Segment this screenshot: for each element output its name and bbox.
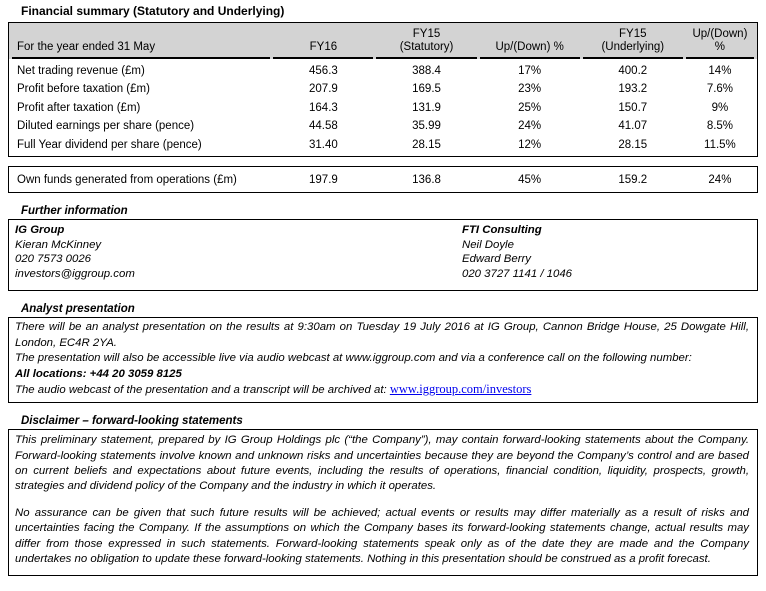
row-label: Net trading revenue (£m) — [17, 65, 145, 77]
cell-fy15-underlying: 150.7 — [618, 101, 648, 114]
cell-fy15-underlying: 28.15 — [618, 138, 648, 151]
cell-updown-statutory: 24% — [518, 120, 542, 133]
cell-fy15-statutory: 169.5 — [412, 83, 441, 96]
contact-person: Kieran McKinney — [15, 238, 102, 251]
cell-updown-statutory: 17% — [518, 65, 542, 77]
cell-fy15-statutory: 388.4 — [412, 65, 441, 77]
cell-fy15-underlying: 193.2 — [618, 83, 648, 96]
own-funds-table: Own funds generated from operations (£m)… — [9, 167, 757, 192]
contact-company-name: IG Group — [15, 224, 65, 237]
contact-person: Edward Berry — [462, 253, 532, 266]
cell-fy16: 207.9 — [309, 83, 338, 96]
page-title: Financial summary (Statutory and Underly… — [21, 4, 285, 18]
cell-updown-statutory: 23% — [518, 83, 542, 96]
contact-fti-consulting: FTI Consulting Neil Doyle Edward Berry 0… — [462, 223, 749, 281]
cell-updown-statutory: 12% — [518, 138, 542, 151]
cell-updown-underlying: 14% — [708, 65, 732, 77]
contact-email: investors@iggroup.com — [15, 267, 135, 280]
cell-fy16: 31.40 — [309, 138, 338, 151]
cell-fy15-underlying: 159.2 — [618, 174, 648, 187]
cell-updown-underlying: 7.6% — [706, 83, 734, 96]
disclaimer-paragraph-1: This preliminary statement, prepared by … — [15, 434, 749, 493]
cell-fy15-statutory: 35.99 — [412, 120, 441, 133]
cell-fy15-underlying: 400.2 — [618, 65, 648, 77]
cell-updown-statutory: 45% — [518, 174, 542, 187]
archive-line: The audio webcast of the presentation an… — [15, 382, 749, 398]
disclaimer-paragraph-2: No assurance can be given that such futu… — [15, 507, 749, 565]
analyst-presentation-paragraph: There will be an analyst presentation on… — [15, 321, 749, 349]
cell-updown-underlying: 24% — [708, 174, 732, 187]
conference-call-number: All locations: +44 20 3059 8125 — [15, 367, 182, 380]
archive-prefix: The audio webcast of the presentation an… — [15, 384, 390, 397]
cell-fy16: 197.9 — [309, 174, 338, 187]
row-label: Full Year dividend per share (pence) — [17, 138, 202, 151]
further-information-heading: Further information — [21, 205, 128, 218]
table-row-profit-after-taxation: Profit after taxation (£m) 164.3 131.9 2… — [12, 99, 754, 117]
table-row-profit-before-taxation: Profit before taxation (£m) 207.9 169.5 … — [12, 80, 754, 98]
table-row-full-year-dividend: Full Year dividend per share (pence) 31.… — [12, 136, 754, 156]
cell-updown-underlying: 11.5% — [704, 138, 736, 151]
document-page: Financial summary (Statutory and Underly… — [8, 4, 758, 577]
own-funds-table-box: Own funds generated from operations (£m)… — [8, 166, 758, 194]
cell-fy15-statutory: 136.8 — [412, 174, 441, 187]
financial-summary-table-box: For the year ended 31 May FY16 FY15 (Stat… — [8, 22, 758, 158]
cell-updown-statutory: 25% — [518, 101, 542, 114]
table-row-own-funds: Own funds generated from operations (£m)… — [12, 167, 754, 192]
contact-ig-group: IG Group Kieran McKinney 020 7573 0026 i… — [15, 223, 462, 281]
summary-table-header-row: For the year ended 31 May FY16 FY15 (Stat… — [12, 23, 754, 59]
investors-link[interactable]: www.iggroup.com/investors — [389, 382, 532, 397]
contact-phone: 020 7573 0026 — [15, 253, 92, 266]
cell-fy16: 164.3 — [309, 101, 338, 114]
column-header-year-ended: For the year ended 31 May — [12, 23, 271, 59]
table-row-diluted-eps: Diluted earnings per share (pence) 44.58… — [12, 117, 754, 135]
row-label: Profit after taxation (£m) — [17, 101, 141, 114]
disclaimer-box: This preliminary statement, prepared by … — [8, 429, 758, 577]
disclaimer-heading: Disclaimer – forward-looking statements — [21, 415, 243, 428]
further-information-box: IG Group Kieran McKinney 020 7573 0026 i… — [8, 219, 758, 292]
financial-summary-table: For the year ended 31 May FY16 FY15 (Stat… — [9, 23, 757, 156]
row-label: Profit before taxation (£m) — [17, 83, 150, 96]
webcast-paragraph: The presentation will also be accessible… — [15, 352, 692, 365]
column-header-fy16: FY16 — [273, 23, 374, 59]
column-header-updown-statutory: Up/(Down) % — [479, 23, 580, 59]
contact-company-name: FTI Consulting — [462, 224, 542, 237]
cell-fy16: 44.58 — [309, 120, 338, 133]
column-header-updown-underlying: Up/(Down) % — [685, 23, 754, 59]
cell-updown-underlying: 8.5% — [706, 120, 734, 133]
analyst-presentation-heading: Analyst presentation — [21, 303, 135, 316]
cell-fy15-statutory: 131.9 — [412, 101, 441, 114]
contact-person: Neil Doyle — [462, 238, 514, 251]
row-label: Diluted earnings per share (pence) — [17, 120, 195, 133]
contact-phone: 020 3727 1141 / 1046 — [462, 267, 573, 280]
column-header-fy15-underlying: FY15 (Underlying) — [582, 23, 683, 59]
cell-fy15-underlying: 41.07 — [618, 120, 648, 133]
table-row-net-trading-revenue: Net trading revenue (£m) 456.3 388.4 17%… — [12, 59, 754, 80]
analyst-presentation-box: There will be an analyst presentation on… — [8, 317, 758, 404]
row-label: Own funds generated from operations (£m) — [17, 174, 237, 187]
cell-fy16: 456.3 — [309, 65, 338, 77]
column-header-fy15-statutory: FY15 (Statutory) — [376, 23, 477, 59]
cell-fy15-statutory: 28.15 — [412, 138, 441, 151]
cell-updown-underlying: 9% — [711, 101, 729, 114]
